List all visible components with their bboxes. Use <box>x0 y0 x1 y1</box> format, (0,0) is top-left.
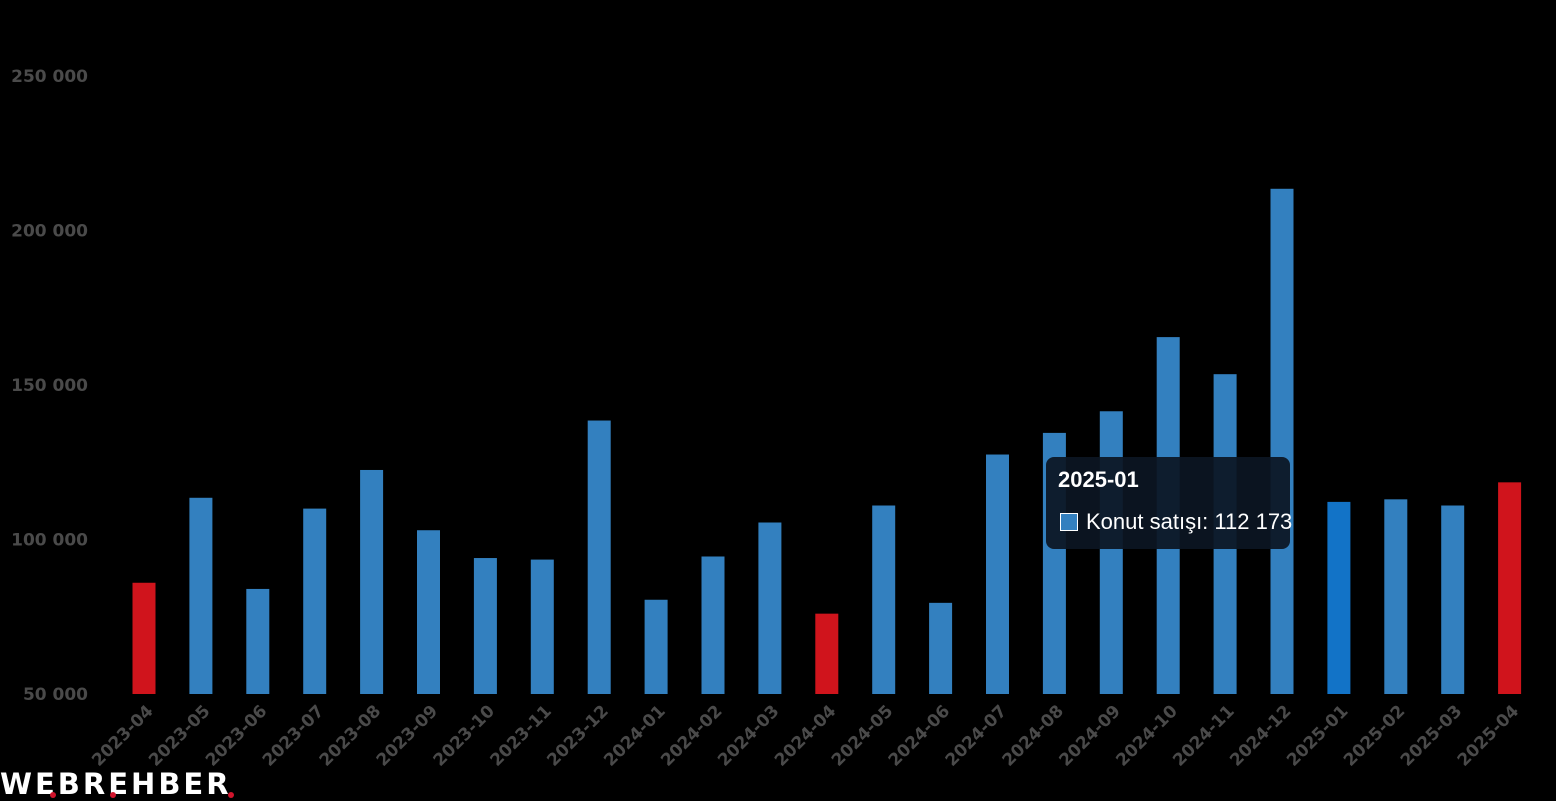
y-tick-label: 200 000 <box>11 222 88 242</box>
bar-2023-05[interactable] <box>189 497 213 694</box>
bar-2025-03[interactable] <box>1441 505 1465 694</box>
logo-dot-icon <box>228 792 234 798</box>
bar-2023-04[interactable] <box>132 582 156 694</box>
x-tick-label: 2023-10 <box>430 701 499 770</box>
y-axis-ticks: 50 000 100 000 150 000 200 000 250 000 <box>11 67 88 705</box>
y-tick-label: 250 000 <box>11 67 88 87</box>
bar-2025-04[interactable] <box>1498 482 1522 694</box>
y-tick-label: 150 000 <box>11 376 88 396</box>
watermark-logo: WEBREHBER <box>0 769 234 800</box>
x-tick-label: 2023-08 <box>316 701 385 770</box>
bar-2024-04[interactable] <box>815 613 839 694</box>
bar-2024-06[interactable] <box>929 602 953 694</box>
bar-2024-07[interactable] <box>986 454 1009 694</box>
bar-2023-12[interactable] <box>587 420 611 694</box>
y-tick-label: 100 000 <box>11 531 88 551</box>
x-tick-label: 2024-10 <box>1112 701 1181 770</box>
tooltip-swatch-icon <box>1060 513 1078 531</box>
x-tick-label: 2023-05 <box>145 701 214 770</box>
x-tick-label: 2024-07 <box>942 701 1011 770</box>
tooltip-series-row: Konut satışı: 112 173 <box>1060 509 1292 535</box>
x-tick-label: 2023-04 <box>88 701 157 770</box>
bars <box>132 188 1522 694</box>
bar-2024-09[interactable] <box>1099 411 1123 694</box>
x-tick-label: 2023-09 <box>373 701 442 770</box>
x-tick-label: 2024-06 <box>885 701 954 770</box>
bar-2025-01[interactable] <box>1327 501 1351 694</box>
x-tick-label: 2023-06 <box>202 701 271 770</box>
bar-2023-11[interactable] <box>530 559 554 694</box>
bar-2024-12[interactable] <box>1270 188 1294 694</box>
x-tick-label: 2023-07 <box>259 701 328 770</box>
x-tick-label: 2024-05 <box>828 701 897 770</box>
bar-2024-02[interactable] <box>701 556 725 694</box>
x-tick-label: 2024-01 <box>600 701 669 770</box>
logo-dot-icon <box>110 792 116 798</box>
x-tick-label: 2025-03 <box>1397 701 1466 770</box>
bar-2023-10[interactable] <box>473 558 497 694</box>
bar-2024-05[interactable] <box>872 505 896 694</box>
x-axis-ticks: 2023-042023-052023-062023-072023-082023-… <box>88 701 1523 770</box>
x-tick-label: 2025-01 <box>1283 701 1352 770</box>
x-tick-label: 2023-12 <box>543 701 612 770</box>
x-tick-label: 2024-09 <box>1056 701 1125 770</box>
x-tick-label: 2024-12 <box>1226 701 1295 770</box>
bar-2023-08[interactable] <box>360 469 384 694</box>
x-tick-label: 2025-02 <box>1340 701 1409 770</box>
bar-2024-03[interactable] <box>758 522 782 694</box>
bar-2023-09[interactable] <box>417 530 440 694</box>
chart-tooltip: 2025-01 Konut satışı: 112 173 <box>1046 457 1292 549</box>
bar-2023-07[interactable] <box>303 508 327 694</box>
logo-dot-icon <box>50 792 56 798</box>
tooltip-title: 2025-01 <box>1058 467 1139 492</box>
bar-2025-02[interactable] <box>1384 499 1408 694</box>
bar-2024-01[interactable] <box>644 599 668 694</box>
x-tick-label: 2024-08 <box>999 701 1068 770</box>
tooltip-series-label: Konut satışı: 112 173 <box>1086 509 1293 534</box>
y-tick-label: 50 000 <box>23 685 88 705</box>
x-tick-label: 2025-04 <box>1454 701 1523 770</box>
x-tick-label: 2024-11 <box>1169 701 1238 770</box>
x-tick-label: 2024-04 <box>771 701 840 770</box>
x-tick-label: 2024-03 <box>714 701 783 770</box>
bar-2023-06[interactable] <box>246 588 270 694</box>
x-tick-label: 2024-02 <box>657 701 726 770</box>
x-tick-label: 2023-11 <box>487 701 556 770</box>
